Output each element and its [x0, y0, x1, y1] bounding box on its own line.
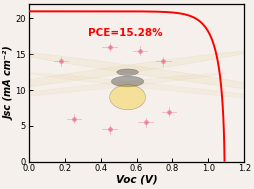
X-axis label: Voc (V): Voc (V)	[115, 175, 157, 185]
Y-axis label: Jsc (mA cm⁻²): Jsc (mA cm⁻²)	[4, 46, 14, 120]
Text: PCE=15.28%: PCE=15.28%	[88, 28, 162, 38]
Ellipse shape	[109, 85, 145, 110]
Ellipse shape	[111, 76, 143, 87]
Ellipse shape	[116, 69, 138, 75]
Ellipse shape	[9, 51, 254, 93]
Ellipse shape	[0, 73, 224, 100]
Ellipse shape	[0, 51, 247, 93]
Ellipse shape	[30, 73, 254, 100]
